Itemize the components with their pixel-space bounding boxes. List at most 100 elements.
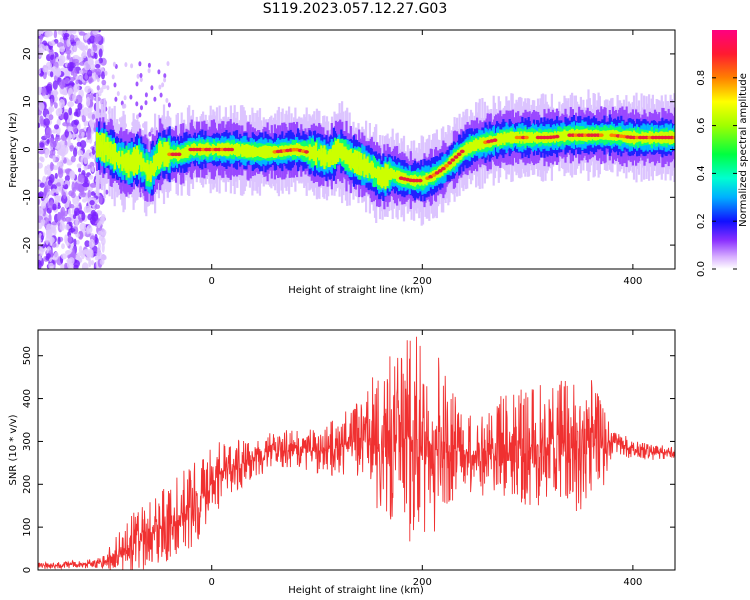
noise-speckle bbox=[86, 250, 93, 258]
noise-speckle bbox=[62, 85, 69, 96]
noise-speckle bbox=[89, 182, 97, 188]
noise-speckle bbox=[83, 60, 91, 71]
noise-speckle bbox=[91, 211, 99, 222]
noise-speckle bbox=[57, 211, 62, 221]
noise-speckle bbox=[65, 49, 72, 55]
spectrogram-ylabel: Frequency (Hz) bbox=[8, 112, 19, 188]
ridge-core bbox=[431, 173, 437, 177]
noise-speckle bbox=[38, 232, 43, 243]
noise-speckle bbox=[38, 70, 41, 75]
x-tick-label: 400 bbox=[623, 276, 642, 287]
noise-speckle bbox=[95, 30, 99, 34]
chart-title: S119.2023.057.12.27.G03 bbox=[262, 1, 448, 17]
noise-speckle bbox=[84, 85, 92, 94]
noise-speckle bbox=[72, 54, 80, 61]
noise-speckle bbox=[92, 71, 97, 82]
noise-speckle bbox=[75, 217, 79, 227]
noise-speckle bbox=[91, 113, 96, 120]
noise-speckle bbox=[45, 30, 53, 37]
noise-speckle bbox=[51, 149, 56, 156]
noise-speckle bbox=[136, 73, 140, 79]
snr-line bbox=[38, 336, 675, 570]
y-tick-label: 10 bbox=[22, 95, 33, 108]
noise-speckle bbox=[90, 260, 95, 266]
noise-speckle bbox=[61, 154, 65, 161]
noise-speckle bbox=[123, 95, 127, 101]
noise-speckle bbox=[62, 217, 67, 222]
noise-speckle bbox=[94, 59, 100, 65]
noise-speckle bbox=[79, 185, 85, 195]
noise-speckle bbox=[40, 118, 44, 127]
snr-frame bbox=[37, 329, 676, 571]
noise-speckle bbox=[147, 68, 151, 74]
noise-speckle bbox=[51, 242, 57, 248]
noise-speckle bbox=[79, 61, 85, 66]
noise-speckle bbox=[72, 93, 77, 102]
noise-speckle bbox=[38, 191, 44, 198]
noise-speckle bbox=[59, 46, 66, 53]
noise-speckle bbox=[82, 198, 87, 203]
noise-speckle bbox=[51, 129, 58, 134]
noise-speckle bbox=[62, 30, 67, 34]
noise-speckle bbox=[46, 83, 53, 93]
noise-speckle bbox=[100, 213, 106, 222]
noise-speckle bbox=[73, 238, 77, 247]
colorbar-tick-label: 0.6 bbox=[696, 118, 707, 134]
noise-speckle bbox=[76, 252, 82, 257]
noise-speckle bbox=[150, 85, 154, 91]
noise-speckle bbox=[48, 262, 55, 269]
noise-speckle bbox=[70, 155, 76, 163]
noise-speckle bbox=[113, 82, 117, 88]
noise-speckle bbox=[78, 31, 86, 36]
noise-speckle bbox=[75, 233, 80, 238]
y-tick-label: 0 bbox=[22, 567, 33, 573]
noise-speckle bbox=[38, 122, 41, 129]
noise-speckle bbox=[166, 61, 170, 67]
noise-speckle bbox=[81, 50, 87, 59]
noise-speckle bbox=[98, 48, 103, 58]
noise-speckle bbox=[48, 40, 56, 47]
noise-speckle bbox=[56, 141, 63, 152]
noise-speckle bbox=[73, 83, 80, 93]
noise-speckle bbox=[86, 255, 91, 261]
ridge-core bbox=[229, 147, 235, 152]
ridge-core bbox=[176, 152, 182, 157]
noise-speckle bbox=[43, 118, 50, 126]
noise-speckle bbox=[157, 69, 161, 75]
noise-speckle bbox=[48, 190, 54, 196]
ridge-core bbox=[453, 155, 459, 159]
y-tick-label: 0 bbox=[22, 146, 33, 152]
noise-speckle bbox=[52, 155, 56, 163]
noise-speckle bbox=[50, 98, 54, 108]
noise-speckle bbox=[48, 48, 54, 57]
colorbar-tick-label: 0.4 bbox=[696, 165, 707, 181]
noise-speckle bbox=[135, 101, 139, 107]
noise-speckle bbox=[94, 36, 100, 45]
noise-speckle bbox=[67, 101, 75, 108]
noise-speckle bbox=[138, 112, 142, 118]
noise-speckle bbox=[87, 48, 93, 58]
noise-speckle bbox=[121, 103, 125, 109]
noise-speckle bbox=[87, 69, 93, 77]
noise-speckle bbox=[72, 214, 77, 220]
noise-speckle bbox=[45, 253, 51, 259]
x-tick-label: 200 bbox=[413, 577, 432, 588]
noise-speckle bbox=[159, 92, 163, 98]
ridge-core bbox=[456, 152, 462, 157]
ridge-cell bbox=[122, 154, 125, 169]
noise-speckle bbox=[82, 152, 90, 158]
noise-speckle bbox=[53, 30, 58, 39]
noise-speckle bbox=[52, 165, 59, 171]
snr-panel: 0 200 400 0 100 200 300 400 500 Height of straig… bbox=[8, 329, 676, 596]
ridge-cell bbox=[607, 130, 610, 140]
ridge-core bbox=[459, 149, 465, 154]
colorbar-ticks: 0.0 0.2 0.4 0.6 0.8 bbox=[696, 70, 737, 277]
noise-speckle bbox=[41, 87, 47, 96]
noise-speckle bbox=[39, 246, 44, 257]
noise-speckle bbox=[96, 85, 100, 91]
noise-speckle bbox=[73, 45, 78, 53]
noise-speckle bbox=[72, 58, 79, 64]
noise-speckle bbox=[153, 96, 157, 102]
noise-speckle bbox=[101, 242, 105, 253]
noise-speckle bbox=[96, 251, 103, 260]
